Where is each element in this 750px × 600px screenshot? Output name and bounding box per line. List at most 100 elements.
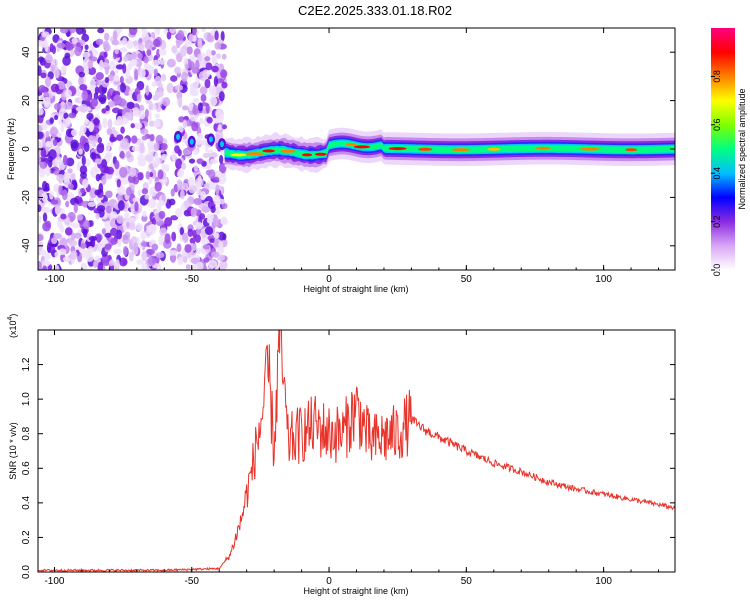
spectrogram-cell <box>50 83 60 93</box>
spectrogram-cell <box>143 56 149 64</box>
spectrogram-cell <box>80 242 87 249</box>
spectrogram-cell <box>101 108 107 114</box>
spectrogram-cell <box>86 112 94 121</box>
spectrogram-cell <box>81 90 88 101</box>
spectrogram-cell <box>40 147 47 158</box>
spectrogram-cell <box>63 112 69 120</box>
spectrogram-cell <box>136 93 142 103</box>
chart-title: C2E2.2025.333.01.18.R02 <box>298 3 452 18</box>
spectrogram-cell <box>147 140 155 150</box>
spectrogram-cell <box>104 76 110 84</box>
spectrogram-cell <box>210 152 218 159</box>
spectrogram-cell <box>203 257 210 263</box>
spectrogram-cell <box>60 65 66 74</box>
spectrogram-cell <box>161 163 166 172</box>
spectrogram-cell <box>169 28 177 34</box>
spectrogram-cell <box>88 135 98 142</box>
bottom-y-axis-label: SNR (10 * v/v) <box>8 422 18 480</box>
spectrogram-cell <box>186 46 193 55</box>
spectrogram-cell <box>193 165 198 172</box>
spectrogram-cell <box>38 204 42 213</box>
spectrogram-cell <box>220 69 227 79</box>
spectrogram-cell <box>62 256 71 263</box>
spectrogram-cell <box>176 171 184 178</box>
spectrogram-cell <box>132 107 140 117</box>
spectrogram-hotspot <box>301 153 313 157</box>
spectrogram-cell <box>95 173 101 182</box>
spectrogram-cell <box>188 184 197 194</box>
spectrogram-cell <box>38 261 42 270</box>
spectrogram-cell <box>59 224 65 233</box>
spectrogram-cell <box>61 189 68 201</box>
spectrogram-cell <box>116 229 123 240</box>
spectrogram-cell <box>122 63 127 74</box>
spectrogram-cell <box>103 51 108 58</box>
spectrogram-cell <box>178 116 185 123</box>
spectrogram-cell <box>80 187 86 194</box>
x-tick-label: 100 <box>595 274 612 285</box>
spectrogram-cell <box>84 118 89 125</box>
spectrogram-cell <box>161 153 168 161</box>
spectrogram-cell <box>148 100 153 111</box>
spectrogram-cell <box>208 136 213 143</box>
y-tick-label: 40 <box>21 46 32 58</box>
spectrogram-cell <box>171 231 177 242</box>
spectrogram-cell <box>67 168 73 174</box>
spectrogram-cell <box>95 38 104 46</box>
spectrogram-cell <box>213 194 221 206</box>
spectrogram-cell <box>40 72 47 79</box>
spectrogram-cell <box>174 208 183 218</box>
spectrogram-cell <box>176 178 182 188</box>
spectrogram-cell <box>205 49 212 58</box>
spectrogram-hotspot <box>262 149 275 153</box>
spectrogram-cell <box>205 169 212 176</box>
spectrogram-cell <box>58 177 63 184</box>
spectrogram-cell <box>201 235 210 246</box>
spectrogram-cell <box>106 128 112 136</box>
spectrogram-cell <box>211 65 219 73</box>
spectrogram-cell <box>154 152 159 163</box>
spectrogram-cell <box>107 74 115 82</box>
spectrogram-cell <box>157 169 164 180</box>
spectrogram-cell <box>90 98 99 107</box>
spectrogram-hotspot <box>487 147 501 151</box>
spectrogram-cell <box>220 216 228 225</box>
spectrogram-cell <box>119 166 128 178</box>
spectrogram-cell <box>188 61 195 70</box>
spectrogram-cell <box>181 182 189 192</box>
spectrogram-cell <box>90 152 97 160</box>
spectrogram-band-layer <box>224 140 675 159</box>
spectrogram-cell <box>197 53 202 62</box>
spectrogram-cell <box>188 176 195 187</box>
spectrogram-cell <box>92 260 99 268</box>
spectrogram-cell <box>158 210 166 220</box>
spectrogram-cell <box>218 241 224 250</box>
spectrogram-cell <box>134 122 143 130</box>
spectrogram-cell <box>68 239 78 247</box>
spectrogram-cell <box>181 71 188 83</box>
spectrogram-cell <box>121 233 130 245</box>
spectrogram-cell <box>143 62 150 70</box>
spectrogram-cell <box>142 210 147 218</box>
spectrogram-cell <box>84 44 89 50</box>
spectrogram-cell <box>124 212 130 220</box>
spectrogram-cell <box>49 191 54 200</box>
spectrogram-cell <box>95 79 104 86</box>
spectrogram-cell <box>54 156 63 167</box>
spectrogram-hotspot <box>245 152 265 156</box>
spectrogram-panel: -100 -50 0 50 100 -40 -20 0 20 40 Height of stra… <box>6 27 676 294</box>
spectrogram-hotspot <box>535 146 551 150</box>
spectrogram-cell <box>104 232 112 238</box>
spectrogram-cell <box>208 95 218 107</box>
spectrogram-cell <box>202 244 210 250</box>
y-tick-label: 0.2 <box>21 530 32 544</box>
spectrogram-cell <box>65 157 75 167</box>
spectrogram-cell <box>113 248 122 255</box>
spectrogram-cell <box>105 104 110 112</box>
spectrogram-cell <box>51 237 58 245</box>
spectrogram-cell <box>154 181 162 192</box>
spectrogram-cell <box>190 257 200 265</box>
spectrogram-cell <box>193 148 199 156</box>
x-tick-label: 100 <box>595 576 612 587</box>
